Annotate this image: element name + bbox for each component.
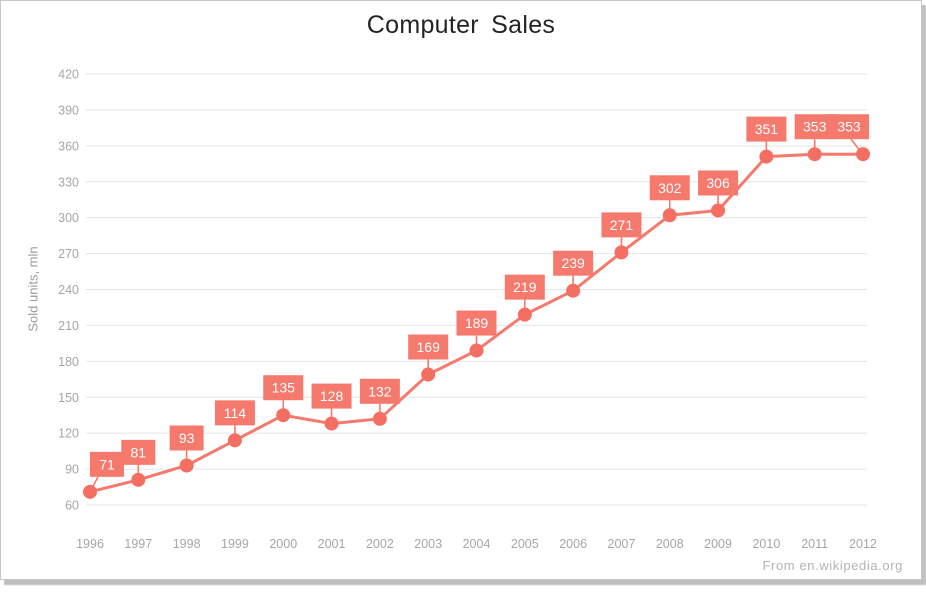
data-label-box bbox=[504, 274, 545, 300]
data-label-value: 128 bbox=[320, 388, 344, 404]
y-tick-label: 60 bbox=[65, 499, 79, 513]
y-tick-label: 390 bbox=[58, 103, 79, 117]
y-tick-label: 420 bbox=[58, 68, 79, 82]
data-label-box bbox=[214, 400, 255, 426]
attribution: From en.wikipedia.org bbox=[762, 558, 903, 573]
data-label-box bbox=[90, 451, 124, 477]
data-label-value: 271 bbox=[610, 217, 634, 233]
data-point bbox=[324, 416, 339, 431]
data-label-value: 219 bbox=[513, 279, 537, 295]
data-label-value: 132 bbox=[368, 383, 392, 399]
data-point bbox=[662, 208, 677, 223]
y-tick-label: 270 bbox=[58, 247, 79, 261]
x-tick-label: 2003 bbox=[414, 537, 442, 551]
x-tick-label: 2009 bbox=[704, 537, 732, 551]
data-point bbox=[83, 484, 97, 499]
data-label-value: 135 bbox=[272, 380, 296, 396]
data-label-box bbox=[601, 212, 642, 238]
data-label-box bbox=[794, 114, 835, 140]
x-tick-label: 2000 bbox=[269, 537, 297, 551]
data-label-value: 93 bbox=[179, 430, 195, 446]
x-tick-label: 2007 bbox=[608, 537, 636, 551]
data-label-box bbox=[746, 116, 787, 142]
y-tick-label: 240 bbox=[58, 283, 79, 297]
data-point bbox=[179, 458, 194, 473]
data-point bbox=[807, 147, 822, 162]
data-label-value: 353 bbox=[837, 119, 861, 135]
data-label-box bbox=[553, 250, 594, 276]
data-label-value: 306 bbox=[706, 175, 730, 191]
data-point bbox=[276, 408, 291, 423]
x-tick-label: 1999 bbox=[221, 537, 249, 551]
x-tick-label: 2001 bbox=[318, 537, 346, 551]
data-label-value: 114 bbox=[224, 405, 247, 421]
x-tick-label: 2008 bbox=[656, 537, 684, 551]
y-tick-label: 150 bbox=[58, 391, 79, 405]
x-tick-label: 2012 bbox=[849, 537, 877, 551]
y-tick-label: 90 bbox=[65, 463, 79, 477]
x-tick-label: 2011 bbox=[801, 537, 828, 551]
chart-window: Computer Sales Sold units, mln 60 90 120 15… bbox=[0, 0, 922, 580]
line-chart: 60 90 120 150 180 210 240 270 300 330 360 390 420 199… bbox=[58, 68, 877, 552]
data-point bbox=[759, 149, 774, 164]
x-tick-label: 2010 bbox=[752, 537, 780, 551]
y-tick-label: 210 bbox=[58, 319, 79, 333]
y-tick-label: 360 bbox=[58, 139, 79, 153]
data-label-value: 81 bbox=[131, 444, 147, 460]
data-point bbox=[469, 343, 484, 358]
data-point bbox=[372, 411, 387, 426]
y-tick-label: 120 bbox=[58, 427, 79, 441]
data-point bbox=[227, 433, 242, 448]
data-point bbox=[711, 203, 726, 218]
data-label-box bbox=[311, 383, 352, 409]
data-label-box bbox=[649, 175, 690, 201]
y-tick-label: 330 bbox=[58, 175, 79, 189]
data-label-box bbox=[359, 378, 400, 404]
x-tick-label: 1996 bbox=[76, 537, 104, 551]
data-point bbox=[566, 283, 581, 298]
data-point bbox=[131, 472, 146, 487]
data-point bbox=[614, 245, 629, 260]
data-point bbox=[517, 307, 532, 322]
data-label-value: 353 bbox=[803, 119, 827, 135]
data-label-box bbox=[121, 439, 156, 465]
data-label-box bbox=[698, 170, 739, 196]
data-label-value: 189 bbox=[465, 315, 489, 331]
data-label-box bbox=[456, 310, 497, 336]
data-label-box bbox=[408, 334, 449, 360]
data-label-value: 71 bbox=[99, 456, 115, 472]
data-label-value: 239 bbox=[561, 255, 585, 271]
data-label-value: 351 bbox=[755, 121, 779, 137]
data-label-value: 169 bbox=[417, 339, 441, 355]
data-label-box bbox=[169, 425, 204, 451]
data-label-box bbox=[263, 375, 304, 401]
x-tick-label: 2004 bbox=[463, 537, 491, 551]
x-tick-label: 2005 bbox=[511, 537, 539, 551]
y-tick-label: 300 bbox=[58, 211, 79, 225]
data-label-value: 302 bbox=[658, 180, 682, 196]
chart-title: Computer Sales bbox=[366, 11, 556, 39]
y-tick-label: 180 bbox=[58, 355, 79, 369]
x-tick-label: 1998 bbox=[173, 537, 201, 551]
data-point bbox=[856, 147, 870, 162]
data-point bbox=[421, 367, 436, 382]
data-label-box bbox=[829, 114, 869, 140]
x-tick-label: 1997 bbox=[124, 537, 152, 551]
x-tick-label: 2006 bbox=[559, 537, 587, 551]
x-tick-label: 2002 bbox=[366, 537, 394, 551]
